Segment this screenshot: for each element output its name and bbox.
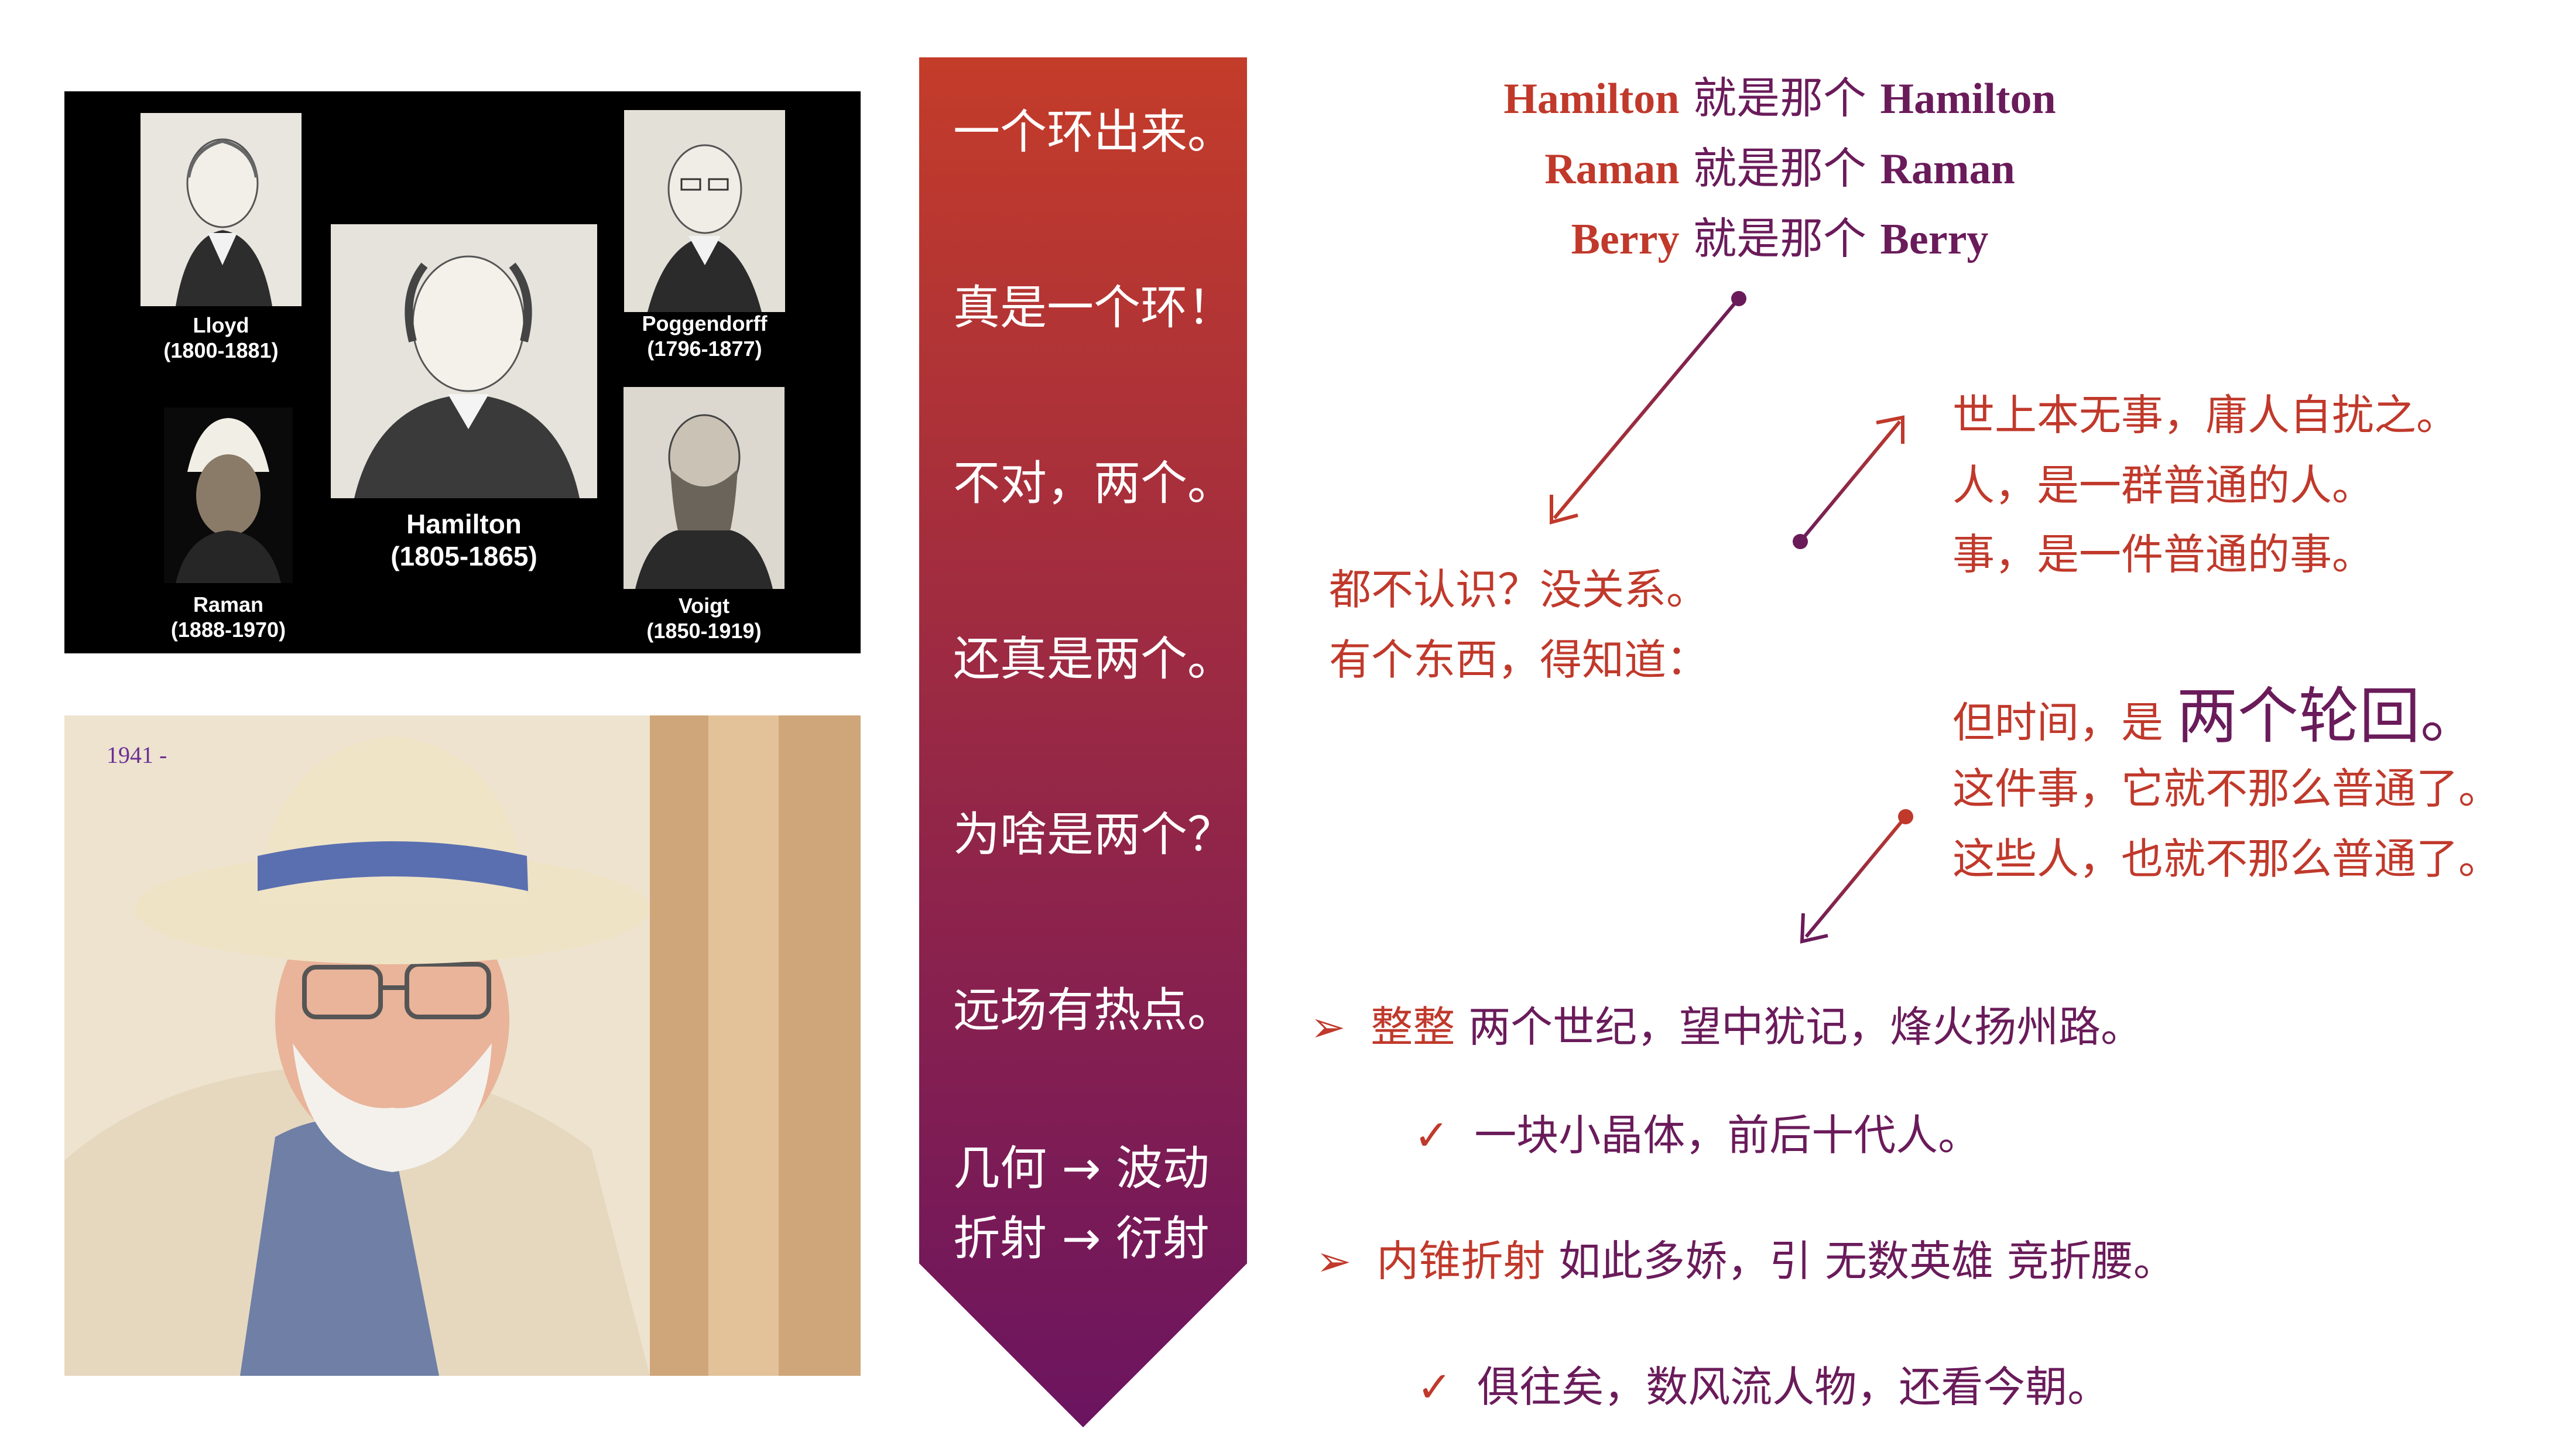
left-block-line-2: 有个东西，得知道： [1329,635,1709,684]
bullet-1-text: 两个世纪，望中犹记，烽火扬州路。 [1455,1002,2143,1051]
arrow-to-right-block [1793,415,1904,549]
bullet-2: ✓ 一块小晶体，前后十代人。 [1414,1101,1980,1162]
time-block-line-1: 这件事，它就不那么普通了。 [1952,764,2501,813]
header-name-3: Berry [1571,215,1680,263]
bullet-3-text: 如此多娇，引 无数英雄 竞折腰。 [1545,1236,2176,1286]
bullet-1: ➢ 整整 两个世纪，望中犹记，烽火扬州路。 [1310,992,2143,1054]
voigt-portrait [624,387,785,589]
bullet-4: ✓ 俱往矣，数风流人物，还看今朝。 [1417,1352,2109,1414]
bullet-1-highlight: 整整 [1371,1002,1455,1051]
time-block-prefix: 但时间，是 [1952,698,2177,747]
lloyd-name: Lloyd [193,313,249,337]
left-block-line-1: 都不认识？没关系。 [1329,565,1709,614]
arrow-right-icon: → [1061,1211,1101,1266]
voigt-caption: Voigt (1850-1919) [624,593,785,643]
wave-label: 波动 [1115,1141,1210,1195]
arrow-right-icon: → [1061,1141,1101,1195]
banner-item-7-line2: 折射 → 衍射 [953,1205,1210,1273]
voigt-years: (1850-1919) [646,619,762,643]
right-block-line-2: 人，是一群普通的人。 [1952,461,2375,510]
raman-years: (1888-1970) [170,618,286,642]
arrow-to-bullets [1800,809,1913,944]
time-block-title: 但时间，是 两个轮回。 [1952,666,2481,755]
header-line-3: Berry 就是那个 Berry [1487,204,2073,266]
hamilton-portrait [331,224,597,498]
header-mid-2: 就是那个 [1693,143,1866,194]
berry-photo: 1941 - [64,715,861,1376]
banner-item-4: 还真是两个。 [953,632,1234,686]
historical-portraits-panel: Lloyd (1800-1881) Hamilton (1805-1865) P… [64,91,861,653]
bullet-4-text: 俱往矣，数风流人物，还看今朝。 [1477,1362,2110,1412]
lloyd-years: (1800-1881) [163,338,279,363]
arrowhead-bullet-icon: ➢ [1310,1002,1346,1051]
bullet-3: ➢ 内锥折射 如此多娇，引 无数英雄 竞折腰。 [1316,1227,2176,1288]
header-name-2b: Raman [1880,145,2015,193]
bullet-3-highlight: 内锥折射 [1376,1236,1546,1286]
time-block-emphasis: 两个轮回。 [2176,680,2481,752]
lloyd-portrait [141,113,302,306]
header-mid-1: 就是那个 [1693,73,1866,124]
header-name-3b: Berry [1880,215,1989,263]
banner-item-5: 为啥是两个？ [953,807,1234,862]
diffraction-label: 衍射 [1115,1211,1210,1266]
birth-year-label: 1941 - [107,742,167,768]
header-name-2: Raman [1544,145,1680,193]
poggendorff-portrait [624,110,785,312]
arrow-to-left-block [1550,291,1746,525]
hamilton-name: Hamilton [406,509,522,539]
banner-item-3: 不对，两个。 [953,456,1234,511]
banner-item-1: 一个环出来。 [953,105,1234,159]
poggendorff-years: (1796-1877) [647,337,762,361]
arrowhead-bullet-icon: ➢ [1316,1236,1352,1286]
refraction-label: 折射 [953,1211,1047,1266]
bullet-2-text: 一块小晶体，前后十代人。 [1474,1111,1981,1160]
hamilton-years: (1805-1865) [390,541,537,572]
voigt-name: Voigt [678,594,730,618]
geometry-label: 几何 [953,1141,1047,1195]
poggendorff-caption: Poggendorff (1796-1877) [624,311,785,361]
banner-item-6: 远场有热点。 [953,983,1234,1037]
header-line-1: Hamilton 就是那个 Hamilton [1487,63,2073,126]
poggendorff-name: Poggendorff [642,311,768,335]
header-mid-3: 就是那个 [1693,214,1866,264]
banner-arrow-shape [919,57,1247,1427]
time-block-line-2: 这些人，也就不那么普通了。 [1952,834,2501,883]
progress-banner: 一个环出来。 真是一个环！ 不对，两个。 还真是两个。 为啥是两个？ 远场有热点… [919,57,1247,1427]
checkmark-icon: ✓ [1417,1362,1453,1412]
hamilton-caption: Hamilton (1805-1865) [331,508,597,573]
checkmark-icon: ✓ [1414,1111,1450,1160]
header-name-1: Hamilton [1503,75,1680,123]
banner-item-2: 真是一个环！ [953,280,1234,335]
right-block-line-3: 事，是一件普通的事。 [1952,530,2375,579]
header-name-1b: Hamilton [1880,75,2056,123]
lloyd-caption: Lloyd (1800-1881) [141,313,302,363]
raman-portrait [164,407,293,583]
header-line-2: Raman 就是那个 Raman [1487,133,2073,196]
raman-name: Raman [193,592,264,616]
banner-item-7-line1: 几何 → 波动 [953,1135,1210,1203]
right-block-line-1: 世上本无事，庸人自扰之。 [1952,390,2459,440]
raman-caption: Raman (1888-1970) [141,592,316,642]
